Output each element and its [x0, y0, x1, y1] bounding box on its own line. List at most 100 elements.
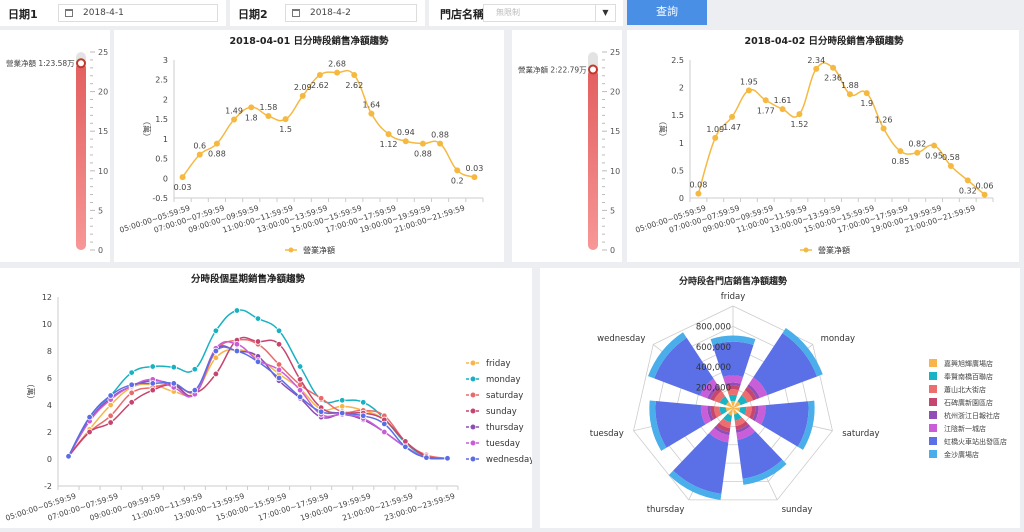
y-tick-label: 0: [47, 455, 52, 464]
data-label: 1.26: [875, 115, 893, 124]
gauge-tick-label: 5: [610, 206, 615, 215]
gauge-tick-label: 10: [610, 167, 620, 176]
data-label: 2.36: [824, 74, 842, 83]
data-point: [212, 327, 220, 334]
data-label: 1.88: [841, 81, 859, 90]
data-point: [254, 358, 262, 365]
data-label: 0.08: [690, 181, 708, 190]
data-point: [86, 428, 93, 436]
data-point: [296, 386, 304, 394]
chevron-down-icon[interactable]: ▼: [595, 5, 615, 21]
data-point: [254, 338, 262, 345]
polar-bar-segment: [782, 327, 823, 377]
polar-bar-segment: [737, 431, 783, 479]
date1-input[interactable]: 2018-4-1: [58, 4, 218, 22]
polar-bar-segment: [723, 413, 732, 423]
polar-bar-segment: [673, 433, 729, 494]
y-tick-label: 3: [163, 56, 168, 65]
data-label: 0.82: [908, 140, 926, 149]
polar-bar-segment: [719, 396, 729, 406]
legend-marker: [288, 247, 294, 253]
data-label: 2.62: [345, 81, 363, 90]
polar-bar-segment: [654, 337, 714, 396]
polar-bar-segment: [730, 400, 736, 408]
legend-marker: [929, 398, 937, 406]
data-label: 0.32: [959, 186, 977, 195]
legend-marker: [929, 411, 937, 419]
data-point: [65, 453, 72, 460]
angle-axis-label: friday: [721, 292, 745, 302]
data-label: 1.64: [363, 101, 381, 110]
polar-bar-segment: [713, 390, 726, 403]
polar-bar-segment: [727, 408, 733, 416]
y-tick-label: 1: [679, 139, 684, 148]
query-button[interactable]: 查詢: [627, 0, 707, 25]
data-point: [212, 347, 220, 355]
legend-marker: [470, 408, 476, 414]
polar-bar-segment: [718, 418, 732, 429]
chart-panel-day2: 2018-04-02 日分時段銷售净額趨勢 0 0.5 1 1.5 2 2.5 05:00:0…: [627, 30, 1019, 262]
data-point: [128, 399, 135, 406]
store-select[interactable]: 無限制 ▼: [483, 4, 616, 22]
data-point: [339, 409, 346, 417]
gauge-tick-label: 20: [610, 88, 620, 97]
polar-bar-segment: [707, 405, 714, 422]
polar-bar-segment: [710, 335, 756, 345]
gauge-tick-label: 25: [610, 48, 620, 57]
data-point: [981, 191, 988, 198]
data-point: [863, 90, 870, 97]
polar-bar-segment: [797, 400, 815, 450]
data-point: [381, 428, 388, 436]
polar-bar-segment: [710, 387, 722, 401]
data-point: [419, 140, 426, 147]
calendar-icon: [292, 9, 300, 17]
polar-bar-segment: [735, 423, 751, 433]
polar-bar-segment: [709, 427, 730, 443]
polar-bar-segment: [744, 386, 757, 401]
polar-bar-segment: [710, 405, 717, 420]
polar-bar-segment: [719, 406, 727, 415]
polar-bar-segment: [748, 377, 768, 398]
data-label: 1.12: [380, 140, 398, 149]
data-point: [275, 361, 283, 368]
data-point: [191, 386, 199, 394]
data-point: [128, 389, 135, 397]
legend-label: 營業净額: [303, 245, 335, 255]
data-point: [471, 174, 478, 181]
chart-panel-day1: 2018-04-01 日分時段銷售净額趨勢 -0.5 0 0.5 1 1.5 2 2.5 3 05…: [114, 30, 504, 262]
data-point: [149, 380, 156, 387]
data-point: [128, 381, 135, 388]
data-point: [213, 140, 220, 147]
data-label: 0.95: [925, 152, 943, 161]
gauge-fill: [76, 63, 86, 250]
data-label: 0.6: [193, 142, 206, 151]
data-point: [231, 116, 238, 123]
data-point: [712, 134, 719, 141]
legend-marker: [470, 360, 476, 366]
gauge-panel-1: 0 5 10 15 20 25 營業净額 1:23.58万: [0, 30, 110, 262]
y-tick-label: 0: [163, 174, 168, 183]
data-point: [880, 125, 887, 132]
polar-bar-chart-stores: 分時段各門店銷售净額趨勢 friday monday saturday sunday th…: [590, 275, 1007, 515]
y-tick-label: 2.5: [155, 76, 168, 85]
y-tick-label: 1.5: [155, 115, 168, 124]
data-label: 0.58: [942, 153, 960, 162]
polar-bar-segment: [752, 405, 759, 422]
data-point: [729, 113, 736, 120]
gauge-value-label: 營業净額 2:22.79万: [518, 65, 587, 75]
polar-bar-segment: [700, 378, 718, 399]
data-point: [299, 92, 306, 99]
data-label: 1.47: [723, 123, 741, 132]
legend-marker: [929, 424, 937, 432]
y-tick-label: 0.5: [671, 166, 684, 175]
data-point: [248, 104, 255, 111]
data-point: [275, 327, 283, 334]
date2-input[interactable]: 2018-4-2: [285, 4, 417, 22]
y-tick-label: 2.5: [671, 56, 684, 65]
store-label: 門店名稱: [440, 8, 484, 21]
data-point: [437, 140, 444, 147]
gauge-marker: [588, 64, 598, 75]
radius-tick-label: 800,000: [696, 322, 731, 332]
data-point: [385, 131, 392, 138]
y-tick-label: 4: [47, 401, 52, 410]
